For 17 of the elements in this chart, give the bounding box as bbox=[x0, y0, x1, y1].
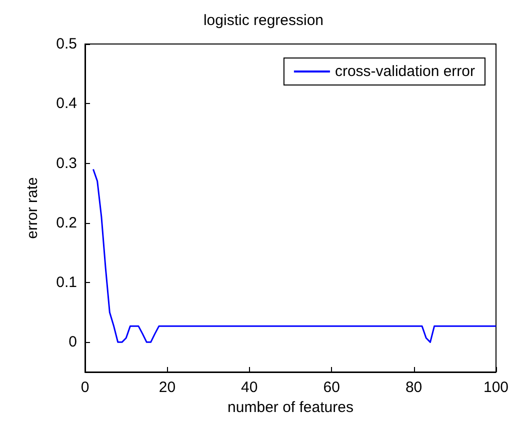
y-tick-label: 0 bbox=[68, 334, 77, 351]
chart-title: logistic regression bbox=[203, 12, 324, 29]
y-tick-label: 0.3 bbox=[56, 154, 77, 172]
x-tick-label: 40 bbox=[241, 379, 258, 396]
x-tick-label: 0 bbox=[80, 379, 90, 396]
y-tick-label: 0.1 bbox=[56, 274, 77, 292]
line-series bbox=[92, 168, 497, 343]
x-axis-title: number of features bbox=[228, 398, 354, 416]
y-tick-label: 0.4 bbox=[56, 95, 77, 112]
x-tick-label: 20 bbox=[158, 379, 176, 396]
legend-label: cross-validation error bbox=[334, 63, 476, 80]
x-tick-label: 80 bbox=[405, 379, 422, 396]
y-tick-label: 0.5 bbox=[56, 36, 77, 52]
x-tick-label: 60 bbox=[323, 379, 340, 396]
y-axis-title: error rate bbox=[24, 177, 41, 239]
x-tick-label: 100 bbox=[483, 379, 509, 396]
y-tick-label: 0.2 bbox=[56, 214, 77, 232]
